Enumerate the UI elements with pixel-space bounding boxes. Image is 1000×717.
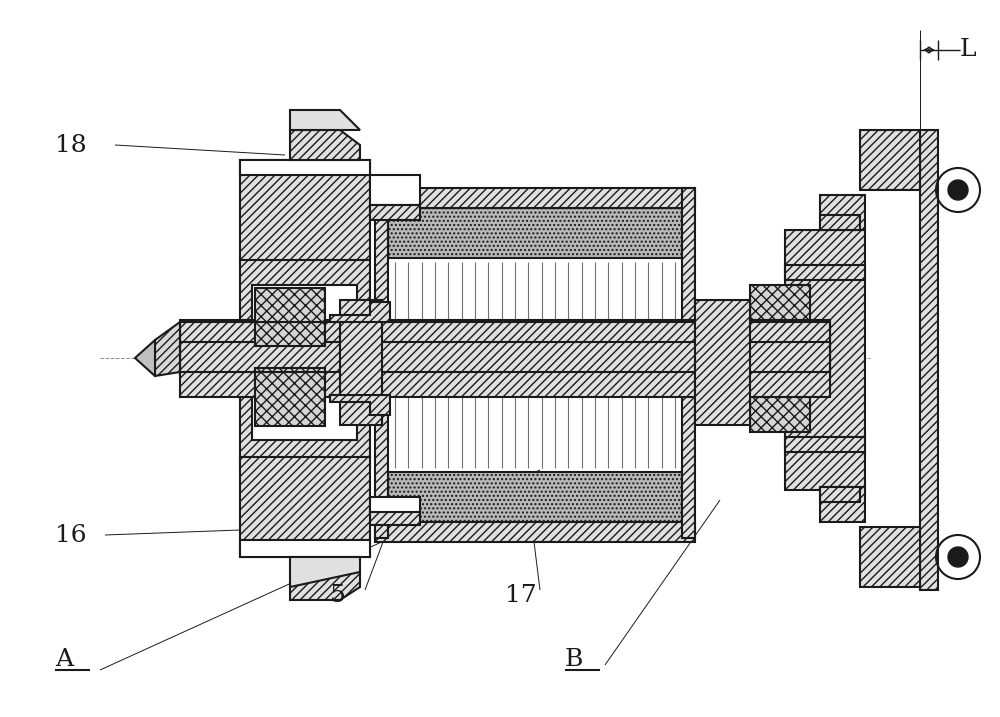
Bar bbox=[370, 510, 420, 525]
Polygon shape bbox=[135, 340, 155, 376]
Bar bbox=[388, 208, 682, 258]
Text: L: L bbox=[960, 39, 977, 62]
Bar bbox=[255, 368, 325, 426]
Bar bbox=[785, 265, 865, 280]
Bar bbox=[920, 130, 938, 590]
Bar bbox=[240, 160, 370, 260]
Bar bbox=[370, 497, 420, 512]
Bar bbox=[255, 288, 325, 346]
Bar bbox=[380, 200, 690, 530]
Text: B: B bbox=[565, 648, 583, 672]
Bar bbox=[820, 487, 865, 522]
Circle shape bbox=[948, 547, 968, 567]
Bar bbox=[375, 522, 695, 542]
Bar bbox=[785, 437, 865, 452]
Bar bbox=[820, 215, 860, 230]
Bar bbox=[180, 330, 830, 367]
Bar bbox=[180, 342, 830, 397]
Bar bbox=[820, 195, 865, 230]
Text: 5: 5 bbox=[330, 584, 346, 607]
Bar bbox=[240, 457, 370, 557]
Bar bbox=[388, 472, 682, 522]
Bar bbox=[240, 258, 370, 468]
Polygon shape bbox=[290, 572, 360, 600]
Bar bbox=[820, 487, 860, 502]
Bar bbox=[340, 300, 382, 425]
Bar bbox=[750, 285, 810, 355]
Text: A: A bbox=[55, 648, 73, 672]
Bar bbox=[860, 130, 920, 190]
Bar bbox=[370, 205, 420, 220]
Polygon shape bbox=[290, 557, 360, 587]
Bar bbox=[252, 285, 357, 440]
Circle shape bbox=[948, 180, 968, 200]
Bar bbox=[180, 322, 830, 372]
Bar bbox=[785, 230, 865, 490]
Text: 17: 17 bbox=[505, 584, 537, 607]
Bar bbox=[375, 188, 695, 208]
Polygon shape bbox=[330, 395, 390, 415]
Bar bbox=[180, 320, 830, 375]
Bar bbox=[750, 362, 810, 432]
Text: 16: 16 bbox=[55, 523, 87, 546]
Bar bbox=[695, 300, 750, 425]
Bar bbox=[240, 540, 370, 557]
Bar bbox=[240, 160, 370, 175]
Text: 18: 18 bbox=[55, 133, 87, 156]
Bar bbox=[370, 175, 420, 205]
Polygon shape bbox=[155, 322, 180, 376]
Polygon shape bbox=[290, 110, 360, 130]
Bar bbox=[682, 188, 695, 538]
Polygon shape bbox=[330, 302, 390, 322]
Bar bbox=[375, 188, 388, 538]
Polygon shape bbox=[290, 130, 360, 160]
Bar bbox=[860, 527, 920, 587]
